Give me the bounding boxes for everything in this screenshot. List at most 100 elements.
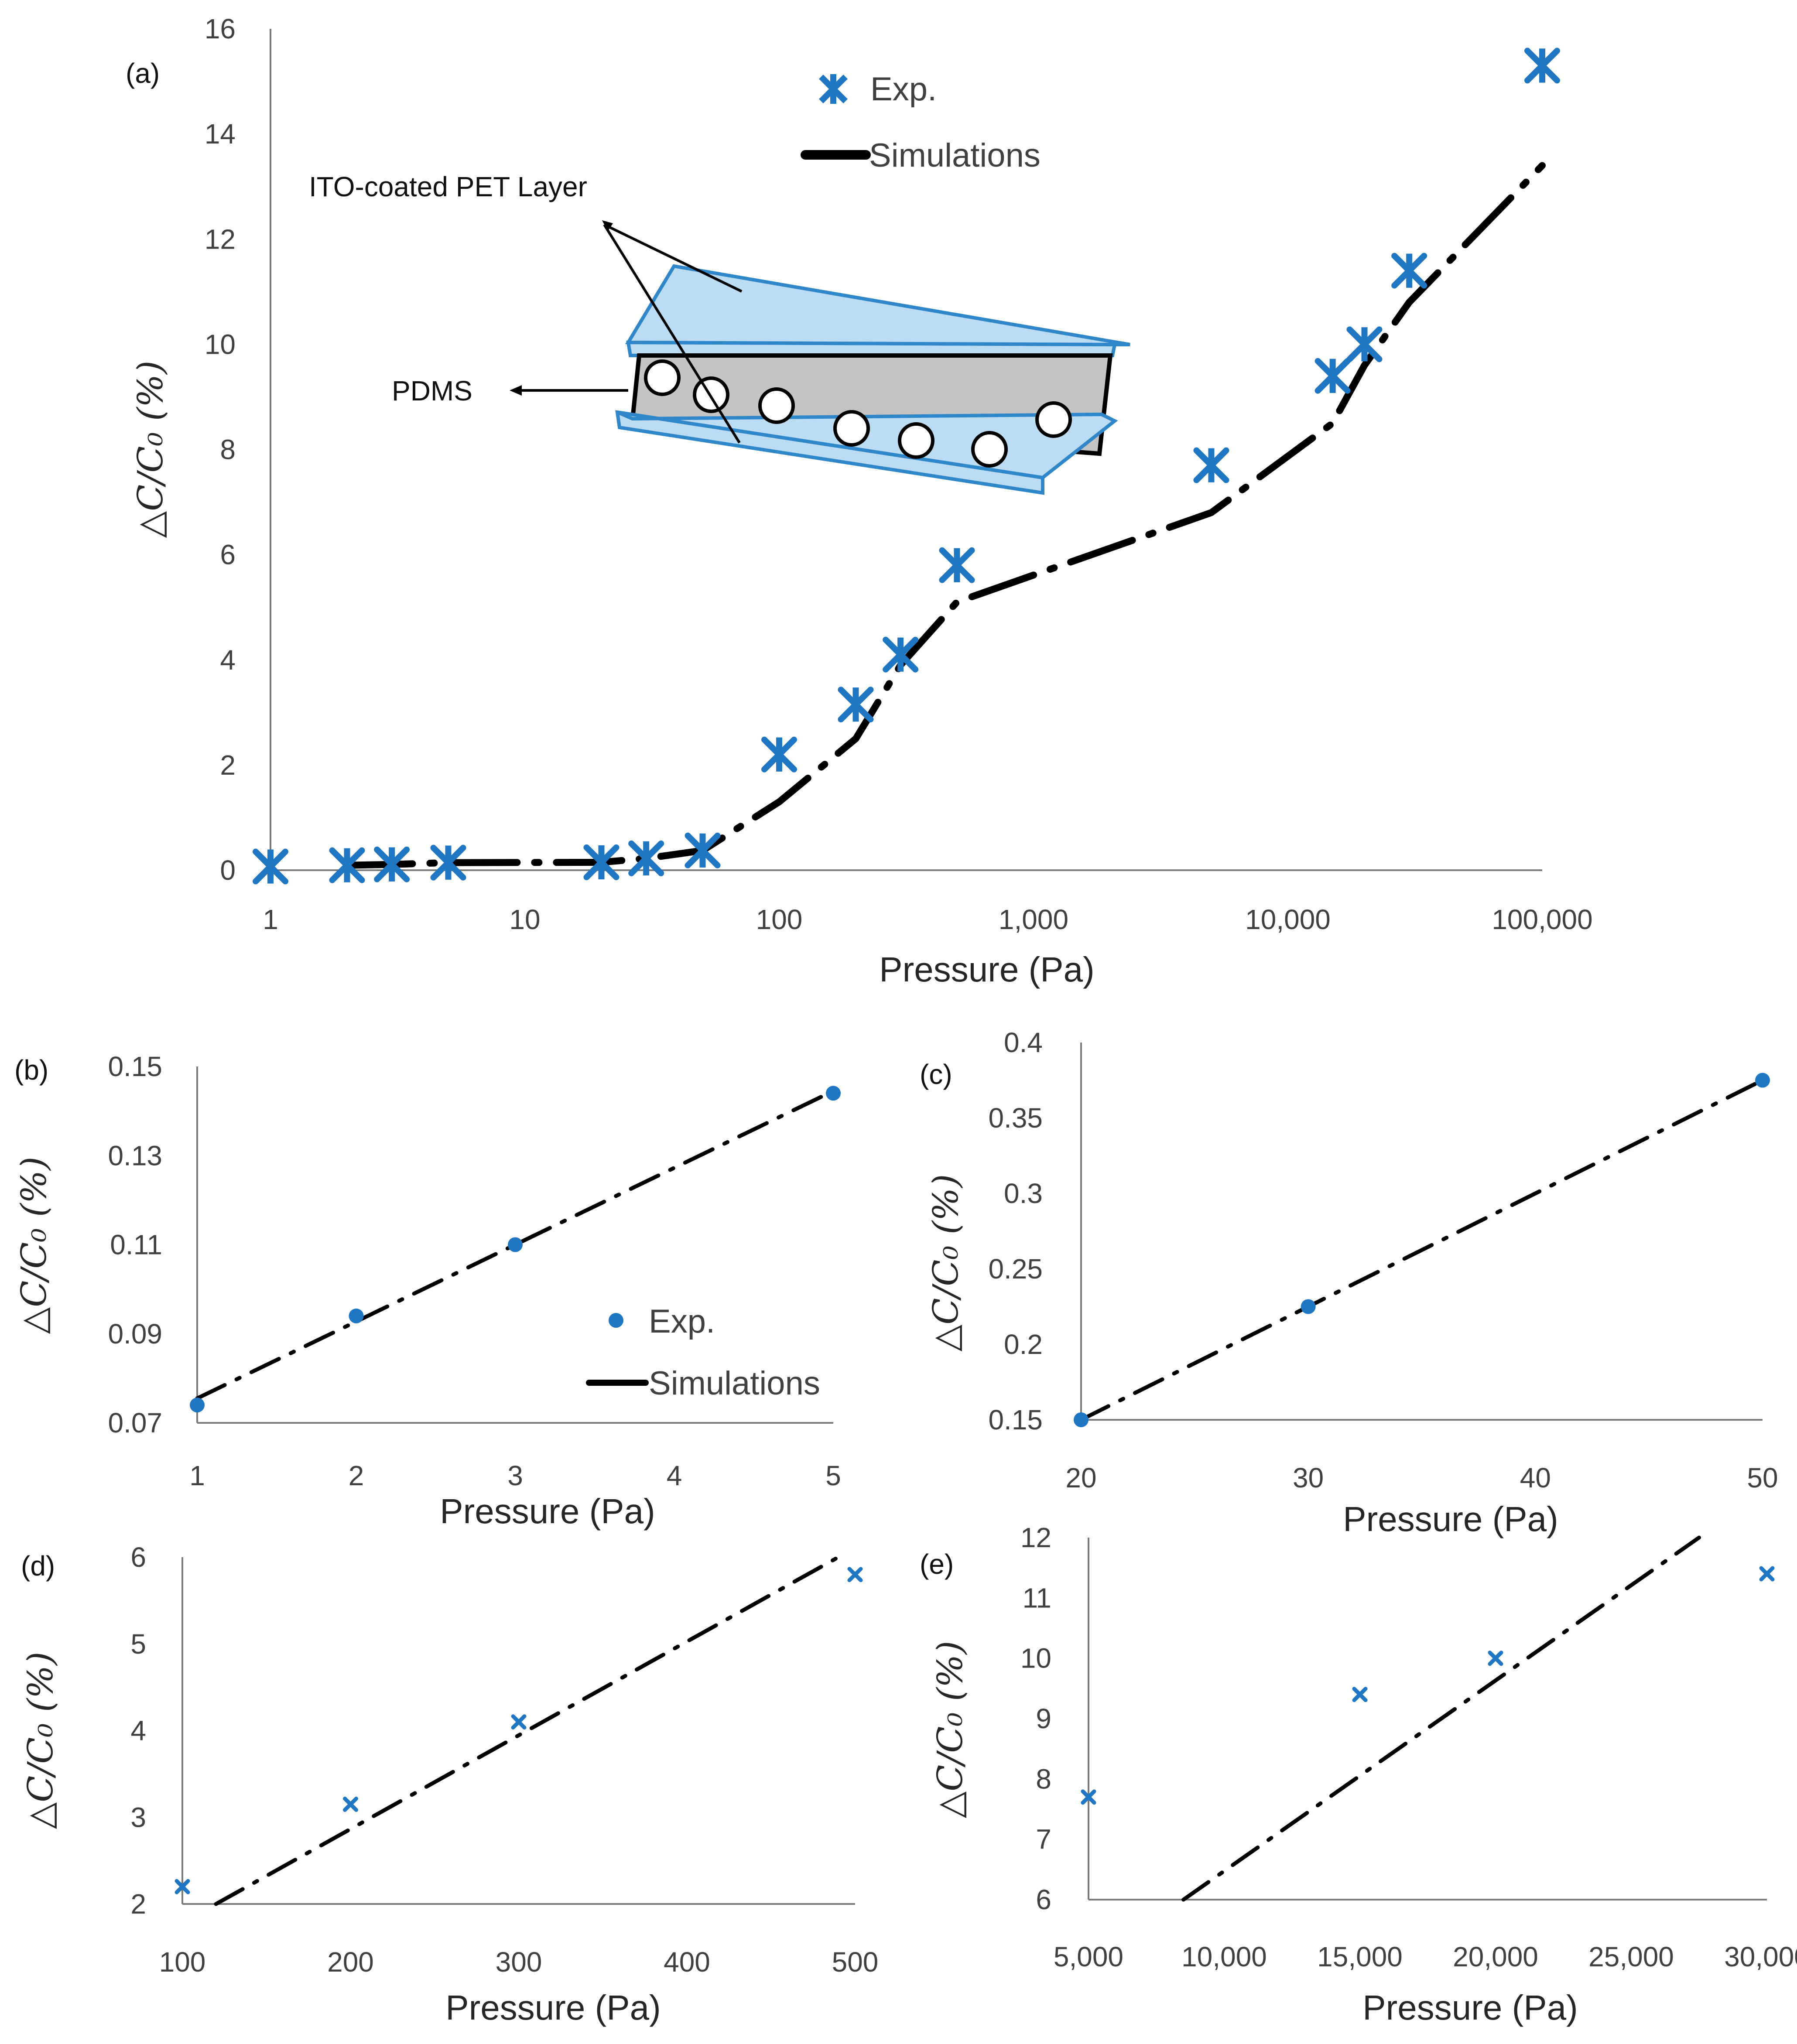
exp-point (838, 687, 874, 723)
simulation-line (195, 1089, 835, 1401)
x-tick-label: 1 (263, 904, 278, 935)
y-tick-label: 0.4 (1004, 1027, 1043, 1058)
exp-point (175, 1879, 190, 1894)
ito-arrow-head (602, 220, 613, 231)
panel-a-y-ticks: 0 2 4 6 8 10 12 14 16 (205, 13, 236, 886)
y-tick-label: 0.13 (108, 1140, 162, 1171)
x-tick-label: 5 (825, 1460, 841, 1491)
exp-point (1755, 1073, 1770, 1088)
y-tick-label: 3 (130, 1801, 146, 1833)
exp-point (1314, 358, 1351, 394)
exp-point (374, 846, 410, 882)
panel-d-label: (d) (21, 1550, 55, 1582)
exp-point (329, 847, 365, 883)
exp-point (1193, 447, 1229, 483)
legend-sim-label: Simulations (869, 137, 1041, 174)
exp-point (628, 840, 664, 876)
exp-point (761, 736, 797, 772)
simulation-line (214, 1555, 840, 1906)
y-tick-label: 9 (1036, 1703, 1051, 1734)
panel-b-legend: Exp. Simulations (586, 1303, 820, 1402)
x-tick-label: 10 (509, 904, 540, 935)
legend-exp-marker (819, 74, 848, 104)
exp-point (685, 832, 721, 868)
x-tick-label: 400 (664, 1946, 710, 1978)
y-tick-label: 16 (205, 13, 236, 44)
x-tick-label: 1 (189, 1460, 205, 1491)
panel-c-x-label: Pressure (Pa) (1343, 1500, 1558, 1538)
panel-b-y-ticks: 0.07 0.09 0.11 0.13 0.15 (108, 1051, 162, 1439)
y-tick-label: 6 (1036, 1884, 1051, 1915)
pdms-pore (898, 422, 934, 459)
y-tick-label: 0.35 (988, 1102, 1043, 1134)
x-tick-label: 4 (667, 1460, 682, 1491)
panel-e-exp-points (1081, 1566, 1775, 1805)
pdms-pore (971, 431, 1008, 468)
x-tick-label: 25,000 (1588, 1941, 1674, 1972)
y-tick-label: 0.07 (108, 1407, 162, 1439)
panel-a-y-label: △C/C₀ (%) (130, 361, 171, 538)
x-tick-label: 40 (1520, 1462, 1551, 1494)
x-tick-label: 10,000 (1245, 904, 1331, 935)
legend-b-sim-label: Simulations (649, 1365, 820, 1402)
x-tick-label: 2 (349, 1460, 364, 1491)
panel-c-chart: (c) 0.15 0.2 0.25 0.3 0.35 0.4 20 30 40 50 Press… (920, 1027, 1778, 1538)
ito-arrow-top (603, 223, 743, 293)
y-tick-label: 6 (220, 539, 236, 571)
panel-d-y-ticks: 2 3 4 5 6 (130, 1542, 146, 1920)
y-tick-label: 7 (1036, 1824, 1051, 1855)
panel-a-exp-points (253, 48, 1560, 885)
exp-point (1346, 326, 1383, 362)
y-tick-label: 0.25 (988, 1253, 1043, 1285)
panel-e-label: (e) (920, 1548, 954, 1580)
exp-point (939, 547, 975, 583)
y-tick-label: 4 (130, 1715, 146, 1747)
simulation-line (1181, 1535, 1701, 1902)
panel-d-y-label: △C/C₀ (%) (20, 1652, 61, 1829)
x-tick-label: 20,000 (1453, 1941, 1538, 1972)
y-tick-label: 10 (205, 328, 236, 360)
x-tick-label: 100,000 (1492, 904, 1592, 935)
panel-d-x-label: Pressure (Pa) (445, 1988, 661, 2027)
panel-c-simulation-line (1079, 1078, 1765, 1422)
simulation-line (343, 162, 1546, 869)
pdms-pore (1035, 401, 1072, 438)
exp-point (343, 1796, 358, 1812)
y-tick-label: 11 (1023, 1582, 1051, 1613)
x-tick-label: 1,000 (999, 904, 1068, 935)
x-tick-label: 300 (496, 1946, 542, 1978)
panel-c-exp-points (1074, 1073, 1770, 1427)
exp-point (1524, 48, 1560, 84)
panel-b-simulation-line (195, 1089, 835, 1401)
x-tick-label: 500 (832, 1946, 879, 1978)
top-ito-layer (625, 264, 1130, 346)
panel-c-y-ticks: 0.15 0.2 0.25 0.3 0.35 0.4 (988, 1027, 1043, 1436)
x-tick-label: 3 (507, 1460, 523, 1491)
exp-point (1074, 1412, 1088, 1427)
exp-point (1759, 1566, 1775, 1582)
panel-a-chart: (a) 0 2 4 6 8 10 12 14 16 1 10 100 1,000 10,000 100,0… (126, 13, 1593, 989)
panel-a-legend: Exp. Simulations (801, 71, 1041, 174)
panel-a-simulation-line (343, 162, 1546, 869)
exp-point (511, 1714, 527, 1730)
exp-point (430, 844, 466, 881)
y-tick-label: 6 (130, 1542, 146, 1573)
legend-b-exp-label: Exp. (649, 1303, 715, 1340)
exp-point (1081, 1789, 1096, 1805)
pdms-arrow-head (510, 385, 522, 396)
ito-annotation: ITO-coated PET Layer (309, 171, 587, 202)
legend-exp-label: Exp. (870, 71, 937, 108)
x-tick-label: 10,000 (1181, 1941, 1267, 1972)
exp-point (583, 844, 620, 880)
y-tick-label: 8 (1036, 1763, 1051, 1794)
panel-e-simulation-line (1181, 1535, 1701, 1902)
panel-e-x-label: Pressure (Pa) (1362, 1988, 1578, 2027)
exp-point (349, 1308, 364, 1323)
y-tick-label: 0.15 (988, 1404, 1043, 1436)
simulation-line (1079, 1078, 1765, 1422)
pdms-pore (758, 387, 795, 424)
y-tick-label: 5 (130, 1628, 146, 1660)
panel-b-label: (b) (14, 1054, 48, 1086)
y-tick-label: 2 (130, 1888, 146, 1920)
